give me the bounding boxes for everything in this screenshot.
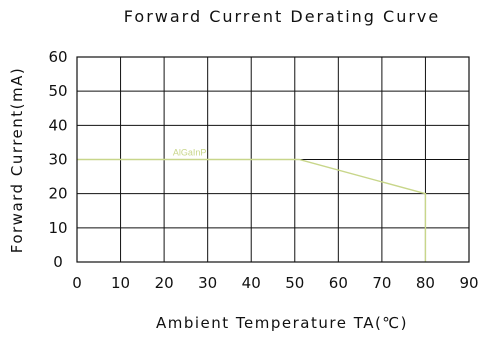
y-tick-20: 20 — [48, 185, 67, 203]
plot-frame — [76, 56, 470, 263]
x-tick-60: 60 — [329, 274, 348, 292]
x-tick-80: 80 — [416, 274, 435, 292]
series-line-AlGaInP — [77, 158, 427, 262]
x-tick-40: 40 — [242, 274, 261, 292]
x-tick-70: 70 — [372, 274, 391, 292]
x-tick-50: 50 — [285, 274, 304, 292]
x-tick-labels: 0 10 20 30 40 50 60 70 80 90 — [72, 274, 478, 292]
x-axis-label: Ambient Temperature TA(℃) — [156, 314, 408, 332]
y-axis-label: Forward Current(mA) — [8, 67, 26, 254]
y-tick-10: 10 — [48, 219, 67, 237]
y-tick-50: 50 — [48, 82, 67, 100]
x-tick-30: 30 — [198, 274, 217, 292]
x-tick-20: 20 — [155, 274, 174, 292]
series-label: AlGaInP — [173, 148, 207, 158]
x-tick-90: 90 — [459, 274, 478, 292]
x-tick-10: 10 — [111, 274, 130, 292]
y-tick-labels: 0 10 20 30 40 50 60 — [48, 48, 67, 271]
y-tick-0: 0 — [53, 253, 63, 271]
y-tick-60: 60 — [48, 48, 67, 66]
chart-title: Forward Current Derating Curve — [124, 7, 440, 26]
y-tick-40: 40 — [48, 116, 67, 134]
x-tick-0: 0 — [72, 274, 82, 292]
y-tick-30: 30 — [48, 151, 67, 169]
